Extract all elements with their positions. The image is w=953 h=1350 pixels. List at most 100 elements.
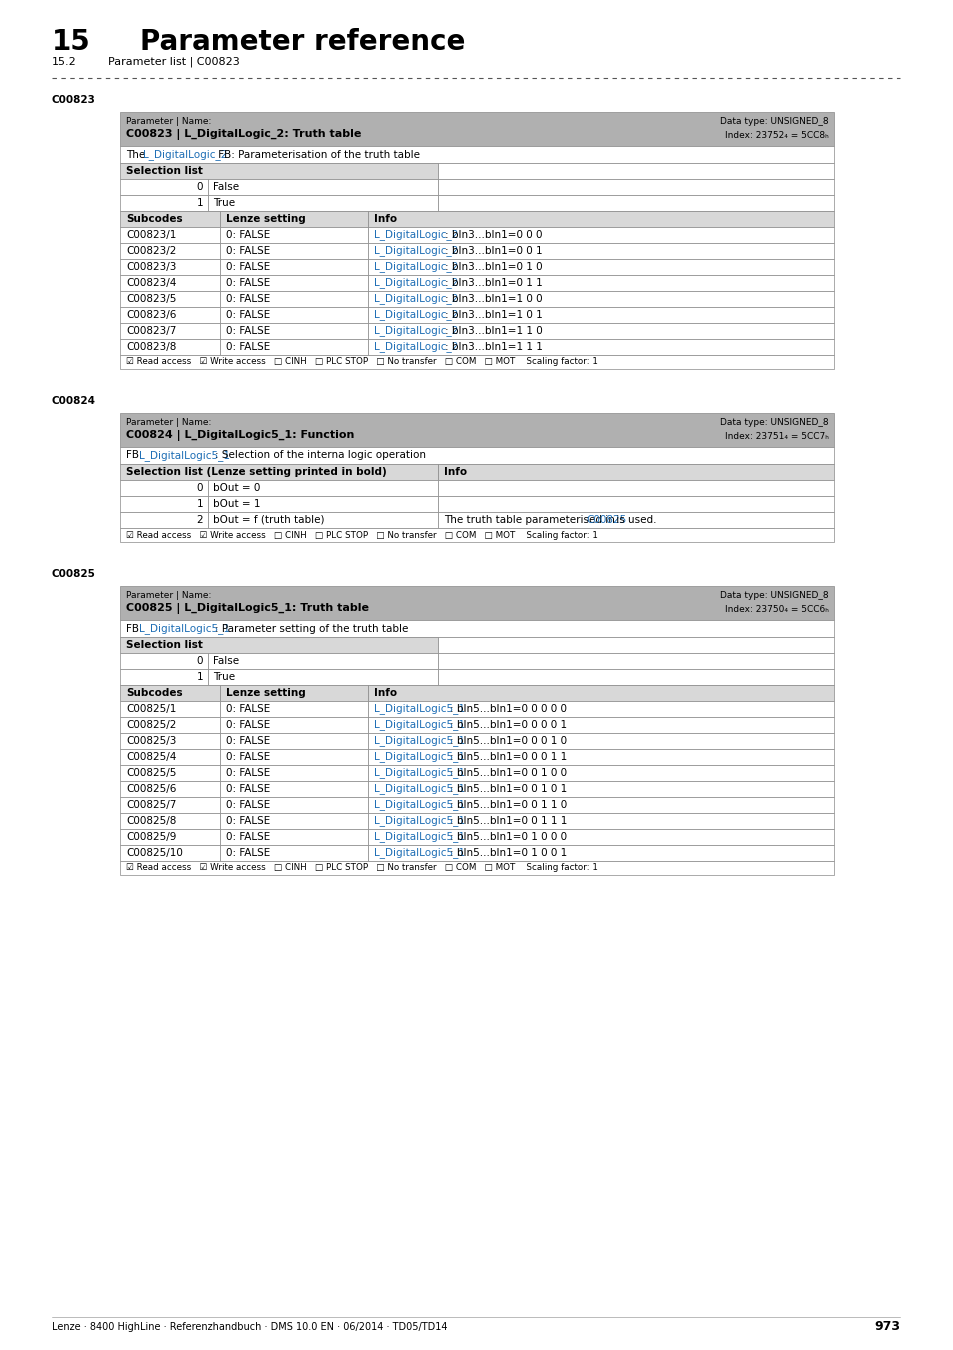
Text: 15.2: 15.2 [52,57,76,68]
Bar [120,861,833,875]
Text: L_DigitalLogic5_1: L_DigitalLogic5_1 [374,752,464,763]
Text: C00823/4: C00823/4 [126,278,176,288]
Text: 0: FALSE: 0: FALSE [226,801,270,810]
Bar [220,243,368,259]
Text: Parameter | Name:: Parameter | Name: [126,117,212,126]
Bar [120,259,220,275]
Text: bOut = f (truth table): bOut = f (truth table) [213,514,324,525]
Text: : bln3...bln1=0 1 1: : bln3...bln1=0 1 1 [445,278,542,288]
Text: : bln5...bln1=0 0 0 0 0: : bln5...bln1=0 0 0 0 0 [449,703,566,714]
Text: : bln5...bln1=0 0 0 0 1: : bln5...bln1=0 0 0 0 1 [449,720,566,730]
Text: Index: 23750₄ = 5CC6ₕ: Index: 23750₄ = 5CC6ₕ [724,605,828,614]
Bar [120,243,220,259]
Text: 0: 0 [196,656,203,666]
Text: True: True [213,672,234,682]
Text: C00825/10: C00825/10 [126,848,183,859]
Text: ☑ Read access   ☑ Write access   □ CINH   □ PLC STOP   □ No transfer   □ COM   □: ☑ Read access ☑ Write access □ CINH □ PL… [126,531,598,540]
Text: Info: Info [443,467,467,477]
Text: : bln5...bln1=0 0 1 1 1: : bln5...bln1=0 0 1 1 1 [449,815,566,826]
Text: L_DigitalLogic5_1: L_DigitalLogic5_1 [374,783,464,794]
Bar [220,733,368,749]
Bar [368,796,833,813]
Text: L_DigitalLogic5_1: L_DigitalLogic5_1 [374,703,464,714]
Text: Parameter reference: Parameter reference [140,28,465,55]
Text: C00825/3: C00825/3 [126,736,176,747]
Text: 0: FALSE: 0: FALSE [226,703,270,714]
Bar [120,829,220,845]
Bar [208,481,437,495]
Text: Data type: UNSIGNED_8: Data type: UNSIGNED_8 [720,418,828,427]
Text: C00825/7: C00825/7 [126,801,176,810]
Bar [120,292,220,306]
Bar [120,339,220,355]
Text: C00825/6: C00825/6 [126,784,176,794]
Bar [120,845,220,861]
Bar [208,670,437,684]
Bar [368,701,833,717]
Text: Index: 23752₄ = 5CC8ₕ: Index: 23752₄ = 5CC8ₕ [724,131,828,140]
Text: Lenze setting: Lenze setting [226,688,305,698]
Bar [220,845,368,861]
Text: FB: FB [126,624,142,633]
Text: C00825/2: C00825/2 [126,720,176,730]
Bar [120,653,208,670]
Text: C00823: C00823 [52,95,95,105]
Bar [120,227,220,243]
Text: bOut = 1: bOut = 1 [213,500,260,509]
Text: 0: FALSE: 0: FALSE [226,230,270,240]
Text: Parameter list | C00823: Parameter list | C00823 [108,57,239,68]
Text: False: False [213,182,239,192]
Bar [120,163,437,180]
Text: : bln5...bln1=0 0 1 0 1: : bln5...bln1=0 0 1 0 1 [449,784,566,794]
Text: : bln5...bln1=0 0 1 1 0: : bln5...bln1=0 0 1 1 0 [449,801,566,810]
Bar [120,194,208,211]
Text: Data type: UNSIGNED_8: Data type: UNSIGNED_8 [720,117,828,126]
Text: C00825: C00825 [52,568,95,579]
Text: ☑ Read access   ☑ Write access   □ CINH   □ PLC STOP   □ No transfer   □ COM   □: ☑ Read access ☑ Write access □ CINH □ PL… [126,864,598,872]
Text: 0: FALSE: 0: FALSE [226,815,270,826]
Bar [120,447,833,464]
Text: 0: FALSE: 0: FALSE [226,342,270,352]
Bar [368,813,833,829]
Text: Subcodes: Subcodes [126,688,182,698]
Text: C00825 | L_DigitalLogic5_1: Truth table: C00825 | L_DigitalLogic5_1: Truth table [126,603,369,614]
Text: : bln5...bln1=0 1 0 0 0: : bln5...bln1=0 1 0 0 0 [449,832,566,842]
Bar [368,339,833,355]
Text: 0: FALSE: 0: FALSE [226,310,270,320]
Text: C00823/5: C00823/5 [126,294,176,304]
Bar [120,211,220,227]
Bar [368,227,833,243]
Text: L_DigitalLogic5_1: L_DigitalLogic5_1 [374,736,464,747]
Text: L_DigitalLogic5_1: L_DigitalLogic5_1 [374,832,464,842]
Bar [120,413,833,447]
Bar [120,464,437,481]
Text: C00825/9: C00825/9 [126,832,176,842]
Bar [120,146,833,163]
Text: 0: FALSE: 0: FALSE [226,768,270,778]
Text: L_DigitalLogic_2: L_DigitalLogic_2 [374,309,457,320]
Bar [220,339,368,355]
Bar [120,275,220,292]
Bar [120,306,220,323]
Text: C00823/7: C00823/7 [126,325,176,336]
Bar [437,163,833,180]
Bar [120,355,833,369]
Text: ☑ Read access   ☑ Write access   □ CINH   □ PLC STOP   □ No transfer   □ COM   □: ☑ Read access ☑ Write access □ CINH □ PL… [126,358,598,366]
Text: C00823/1: C00823/1 [126,230,176,240]
Text: 0: FALSE: 0: FALSE [226,325,270,336]
Bar [437,194,833,211]
Text: L_DigitalLogic_2: L_DigitalLogic_2 [143,148,228,159]
Text: L_DigitalLogic5_1: L_DigitalLogic5_1 [374,848,464,859]
Text: L_DigitalLogic_2: L_DigitalLogic_2 [374,278,457,289]
Bar [437,495,833,512]
Text: C00824: C00824 [52,396,96,406]
Text: : Parameter setting of the truth table: : Parameter setting of the truth table [215,624,408,633]
Bar [120,637,437,653]
Text: 973: 973 [873,1320,899,1334]
Bar [437,180,833,194]
Text: Lenze setting: Lenze setting [226,215,305,224]
Bar [220,749,368,765]
Bar [437,464,833,481]
Text: : bln3...bln1=0 0 1: : bln3...bln1=0 0 1 [445,246,542,256]
Text: Subcodes: Subcodes [126,215,182,224]
